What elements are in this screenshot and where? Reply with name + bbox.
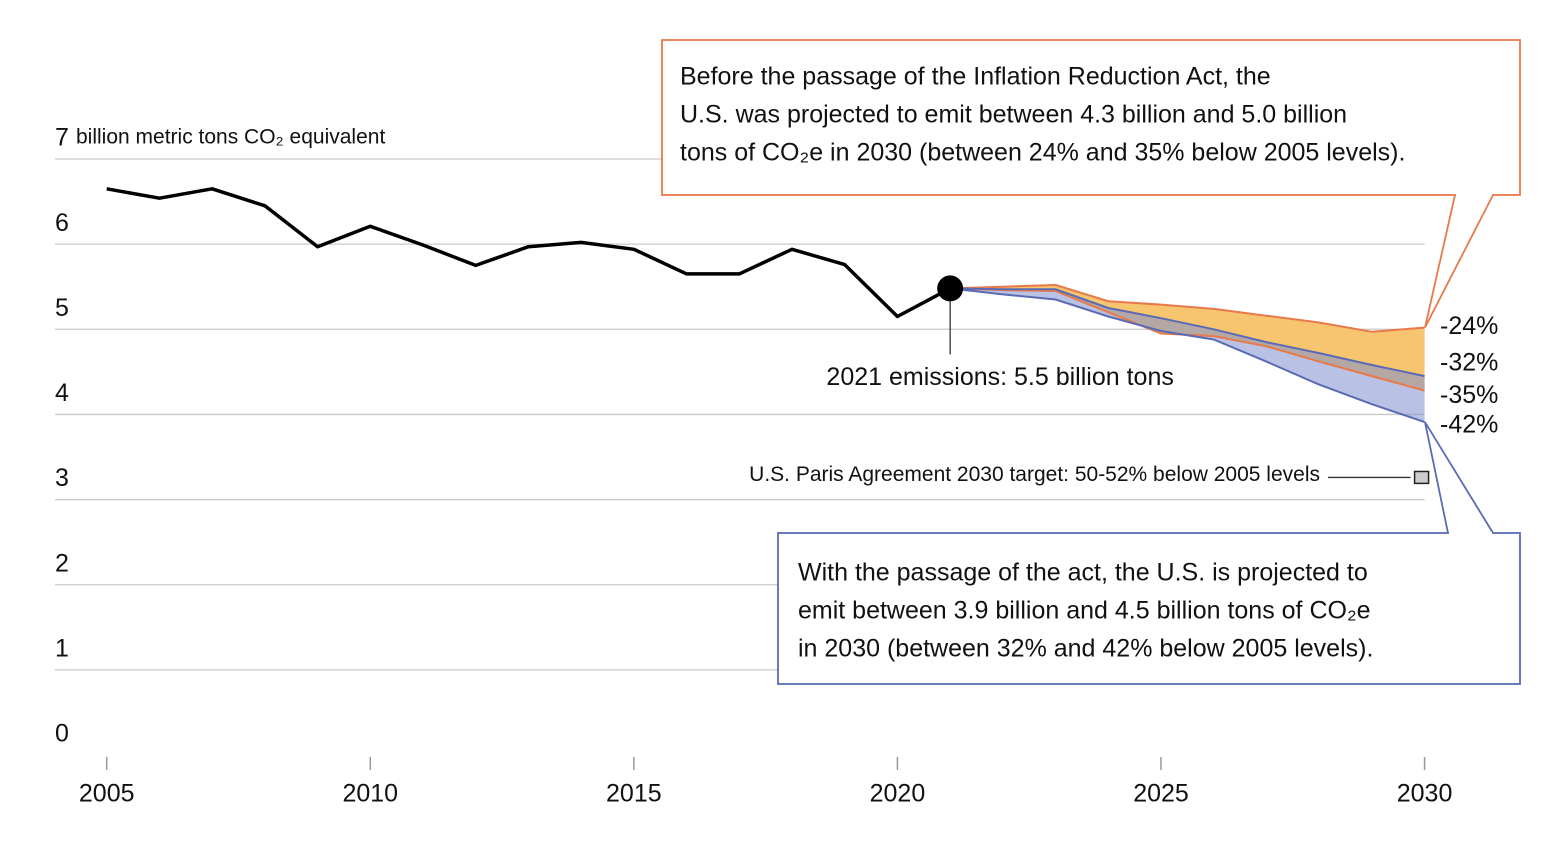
target-label: U.S. Paris Agreement 2030 target: 50-52%… <box>749 463 1320 486</box>
callout-text: Before the passage of the Inflation Redu… <box>680 63 1271 91</box>
marker-label: 2021 emissions: 5.5 billion tons <box>826 363 1173 391</box>
callout-pointer <box>1424 421 1494 534</box>
end-label: -32% <box>1440 349 1498 377</box>
y-axis-label: billion metric tons CO₂ equivalent <box>76 126 385 149</box>
projection-edge <box>949 287 1425 424</box>
callout-text: With the passage of the act, the U.S. is… <box>798 559 1368 587</box>
callout-text: tons of CO₂e in 2030 (between 24% and 35… <box>680 139 1405 167</box>
x-tick-label: 2015 <box>606 780 662 808</box>
y-tick-label: 6 <box>55 209 69 237</box>
projection-edge <box>950 287 1425 378</box>
y-tick-label: 1 <box>55 634 69 662</box>
x-tick-label: 2010 <box>342 780 398 808</box>
y-tick-label: 5 <box>55 294 69 322</box>
projection-edge <box>950 283 1425 333</box>
callout-text: emit between 3.9 billion and 4.5 billion… <box>798 597 1371 625</box>
projection-band <box>950 285 1425 391</box>
end-label: -24% <box>1440 312 1498 340</box>
end-label: -35% <box>1440 381 1498 409</box>
callout-box <box>777 532 1521 685</box>
callout-box <box>661 39 1521 196</box>
callout-text: in 2030 (between 32% and 42% below 2005 … <box>798 635 1373 663</box>
x-tick-label: 2030 <box>1397 780 1453 808</box>
end-label: -42% <box>1440 411 1498 439</box>
callout-pointer <box>1424 194 1494 328</box>
y-tick-label: 7 <box>55 124 69 152</box>
x-tick-label: 2020 <box>870 780 926 808</box>
callout-text: U.S. was projected to emit between 4.3 b… <box>680 101 1347 129</box>
marker-dot <box>937 275 964 302</box>
y-tick-label: 3 <box>55 464 69 492</box>
emissions-line <box>106 187 951 319</box>
y-tick-label: 0 <box>55 720 69 748</box>
x-tick-label: 2025 <box>1133 780 1189 808</box>
target-range <box>1413 470 1430 485</box>
x-tick-label: 2005 <box>79 780 135 808</box>
y-tick-label: 2 <box>55 549 69 577</box>
y-tick-label: 4 <box>55 379 69 407</box>
